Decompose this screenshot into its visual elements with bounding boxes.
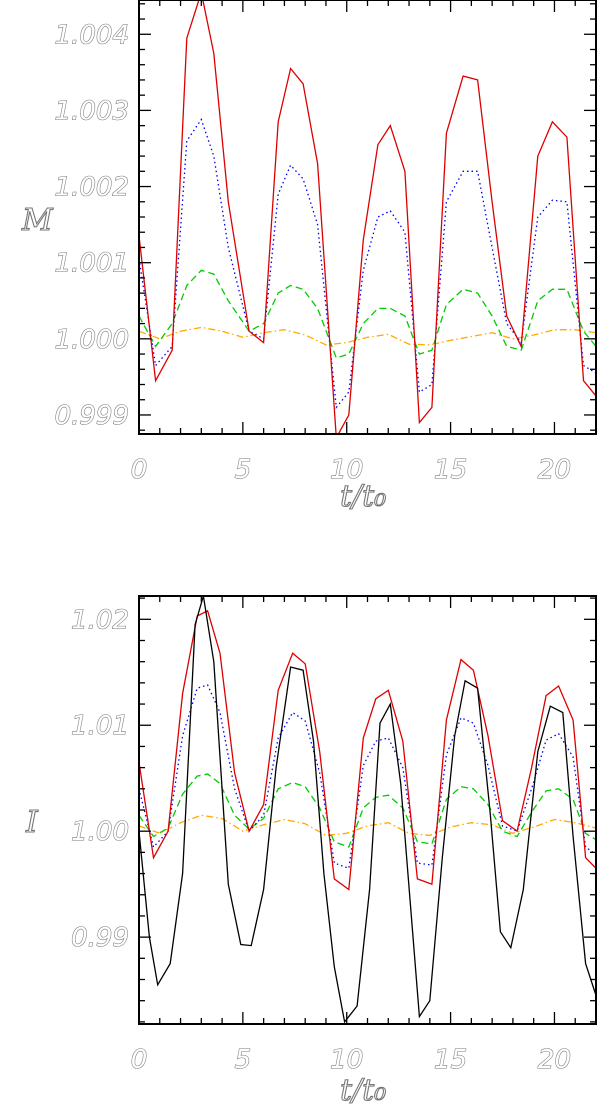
x-tick-label: 20: [538, 455, 571, 485]
x-axis-label-i: t/t₀: [340, 1073, 386, 1108]
y-tick-label: 1.003: [55, 96, 129, 126]
x-tick-label: 0: [131, 1045, 148, 1075]
plot-area-m: [139, 0, 596, 434]
ticks-m: 0 5 10 15 20 0.999 1.000 1.001 1.002 1.003 1.004: [54, 0, 597, 486]
plot-frame-i: [138, 595, 597, 1025]
y-tick-label: 1.000: [55, 325, 129, 355]
x-tick-label: 10: [330, 1045, 363, 1075]
ticks-i: 0 5 10 15 20 0.99 1.00 1.01 1.02: [71, 596, 597, 1076]
x-axis-label-text-m: t/t₀: [340, 479, 386, 514]
plot-frame-m: [138, 0, 597, 435]
y-axis-label-i: I: [25, 805, 39, 840]
x-axis-label-m: t/t₀: [340, 479, 386, 514]
series-line-m-2: [139, 269, 596, 359]
y-tick-label: 1.001: [55, 249, 129, 279]
x-tick-label: 15: [434, 1045, 467, 1075]
series-line-i-3: [139, 773, 596, 848]
panel-m: 0 5 10 15 20 0.999 1.000 1.001 1.002 1.003 1.004 M…: [20, 0, 597, 515]
series-line-m-3: [139, 326, 596, 346]
plot-area-i: [139, 596, 596, 1024]
y-tick-label: 1.002: [55, 173, 129, 203]
y-tick-label: 1.004: [55, 20, 129, 50]
panel-i: 0 5 10 15 20 0.99 1.00 1.01 1.02 I t/t₀: [24, 595, 597, 1109]
x-tick-label: 10: [330, 455, 363, 485]
y-tick-label: 1.02: [71, 605, 129, 635]
series-line-m-1: [139, 118, 596, 410]
y-tick-label: 0.999: [55, 401, 129, 431]
y-tick-label: 1.00: [71, 817, 129, 847]
y-tick-label: 0.99: [71, 923, 129, 953]
x-tick-label: 5: [235, 455, 252, 485]
series-line-i-0: [139, 596, 596, 1024]
y-tick-label: 1.01: [71, 711, 129, 741]
x-tick-label: 0: [131, 455, 148, 485]
series-line-i-1: [139, 609, 596, 891]
y-axis-label-m: M: [21, 203, 54, 238]
x-axis-label-text-i: t/t₀: [340, 1073, 386, 1108]
series-line-i-2: [139, 684, 596, 870]
x-tick-label: 5: [235, 1045, 252, 1075]
series-line-m-0: [139, 0, 596, 434]
x-tick-label: 15: [434, 455, 467, 485]
x-tick-label: 20: [538, 1045, 571, 1075]
